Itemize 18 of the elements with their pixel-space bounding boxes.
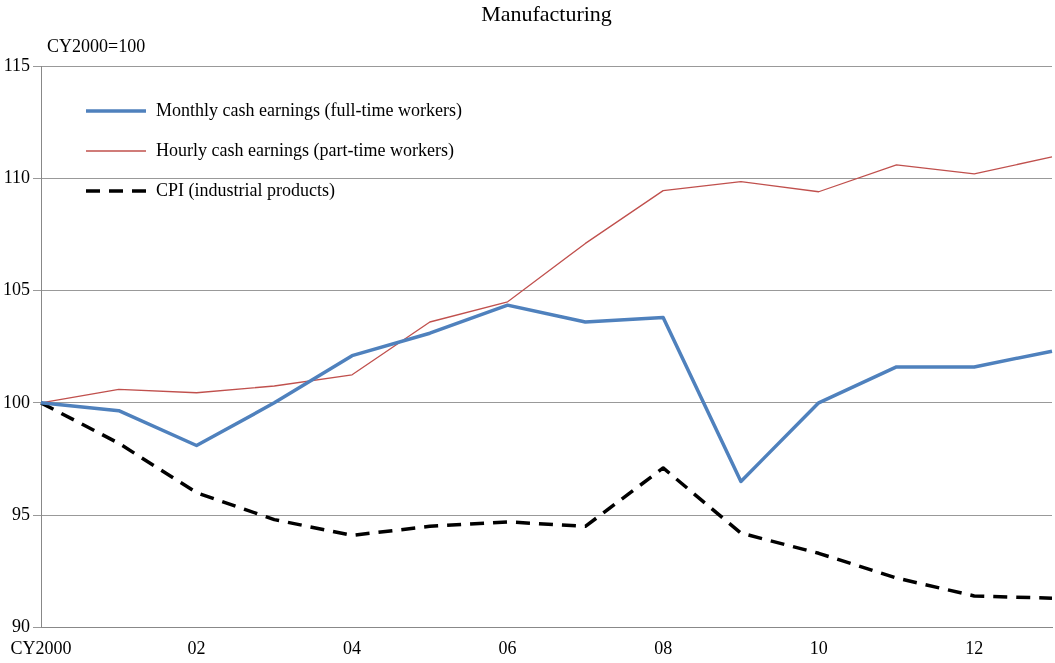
chart-title: Manufacturing	[481, 0, 612, 26]
y-axis-title: CY2000=100	[47, 35, 146, 56]
legend-label: Monthly cash earnings (full-time workers)	[156, 99, 462, 121]
legend-label: Hourly cash earnings (part-time workers)	[156, 139, 454, 161]
y-tick-label: 110	[3, 167, 30, 188]
legend-label: CPI (industrial products)	[156, 179, 335, 201]
y-tick-label: 105	[3, 279, 30, 300]
x-tick-label: 10	[809, 637, 828, 658]
x-tick-label: 02	[187, 637, 206, 658]
y-tick-label: 115	[3, 54, 30, 75]
x-tick-label: CY2000	[10, 637, 72, 658]
y-tick-label: 90	[12, 616, 30, 637]
y-tick-label: 95	[12, 503, 30, 524]
x-tick-label: 04	[343, 637, 362, 658]
y-tick-label: 100	[3, 391, 30, 412]
x-tick-label: 12	[965, 637, 984, 658]
x-tick-label: 06	[498, 637, 517, 658]
x-tick-label: 08	[654, 637, 673, 658]
